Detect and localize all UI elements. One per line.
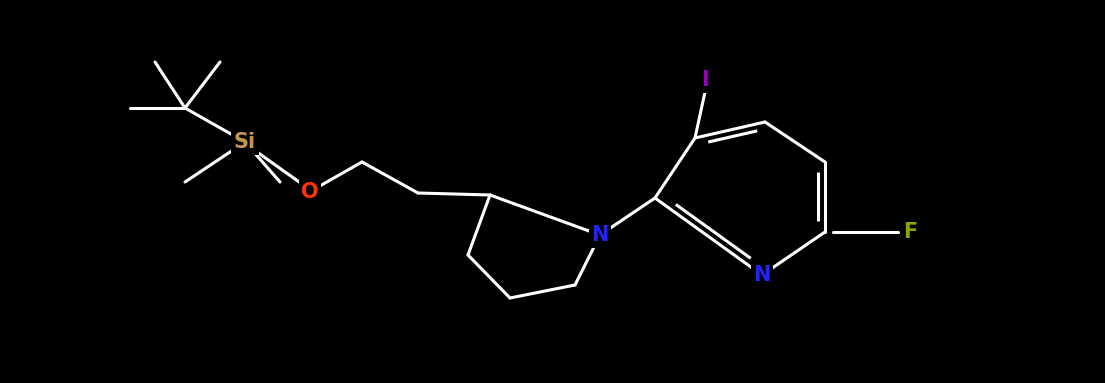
Text: Si: Si [234, 132, 256, 152]
Text: I: I [702, 70, 708, 90]
Text: N: N [754, 265, 770, 285]
Text: O: O [302, 182, 319, 202]
Text: N: N [591, 225, 609, 245]
Text: F: F [903, 222, 917, 242]
